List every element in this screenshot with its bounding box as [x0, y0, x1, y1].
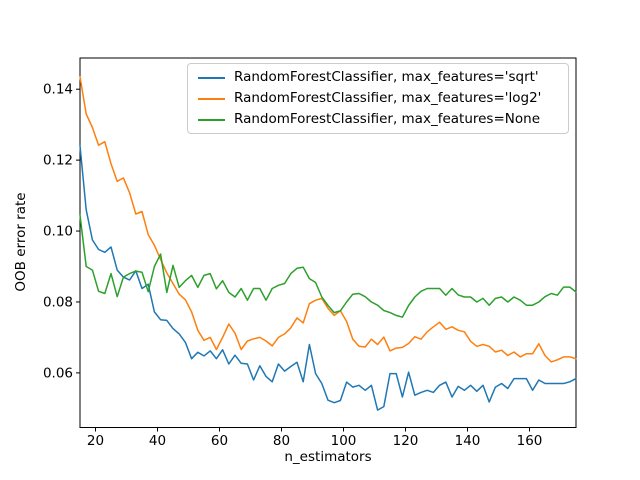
- legend-label-2: RandomForestClassifier, max_features='lo…: [234, 89, 542, 106]
- y-tick-label: 0.12: [43, 153, 73, 169]
- x-tick-label: 40: [149, 433, 166, 449]
- x-tick-label: 140: [455, 433, 481, 449]
- plot-border: [79, 57, 577, 428]
- legend-entry-2: RandomForestClassifier, max_features='lo…: [198, 88, 562, 109]
- legend-line-swatch-3: [198, 118, 225, 121]
- y-axis-label: OOB error rate: [13, 192, 29, 291]
- y-tick-label: 0.06: [43, 365, 73, 381]
- series-line-3: [79, 214, 577, 318]
- axes: 20 40 60 80 100 120 140 160 0.06 0.08 0.10 0.12 0.14: [43, 57, 577, 449]
- y-tick-label: 0.10: [43, 224, 73, 240]
- legend-label-1: RandomForestClassifier, max_features='sq…: [234, 68, 539, 85]
- legend-line-swatch-1: [198, 76, 225, 79]
- x-tick-label: 160: [517, 433, 543, 449]
- legend-entry-1: RandomForestClassifier, max_features='sq…: [198, 67, 562, 88]
- legend-line-swatch-2: [198, 97, 225, 100]
- x-tick-label: 120: [393, 433, 419, 449]
- x-tick-label: 100: [331, 433, 357, 449]
- x-axis-label: n_estimators: [284, 449, 371, 465]
- series-lines: [79, 76, 577, 411]
- x-tick-label: 20: [87, 433, 104, 449]
- x-tick-label: 60: [211, 433, 228, 449]
- y-tick-label: 0.14: [43, 82, 73, 98]
- legend-entry-3: RandomForestClassifier, max_features=Non…: [198, 109, 562, 130]
- y-tick-label: 0.08: [43, 294, 73, 310]
- x-tick-label: 80: [273, 433, 290, 449]
- legend: RandomForestClassifier, max_features='sq…: [187, 63, 569, 134]
- legend-label-3: RandomForestClassifier, max_features=Non…: [234, 110, 540, 127]
- series-line-1: [79, 145, 577, 411]
